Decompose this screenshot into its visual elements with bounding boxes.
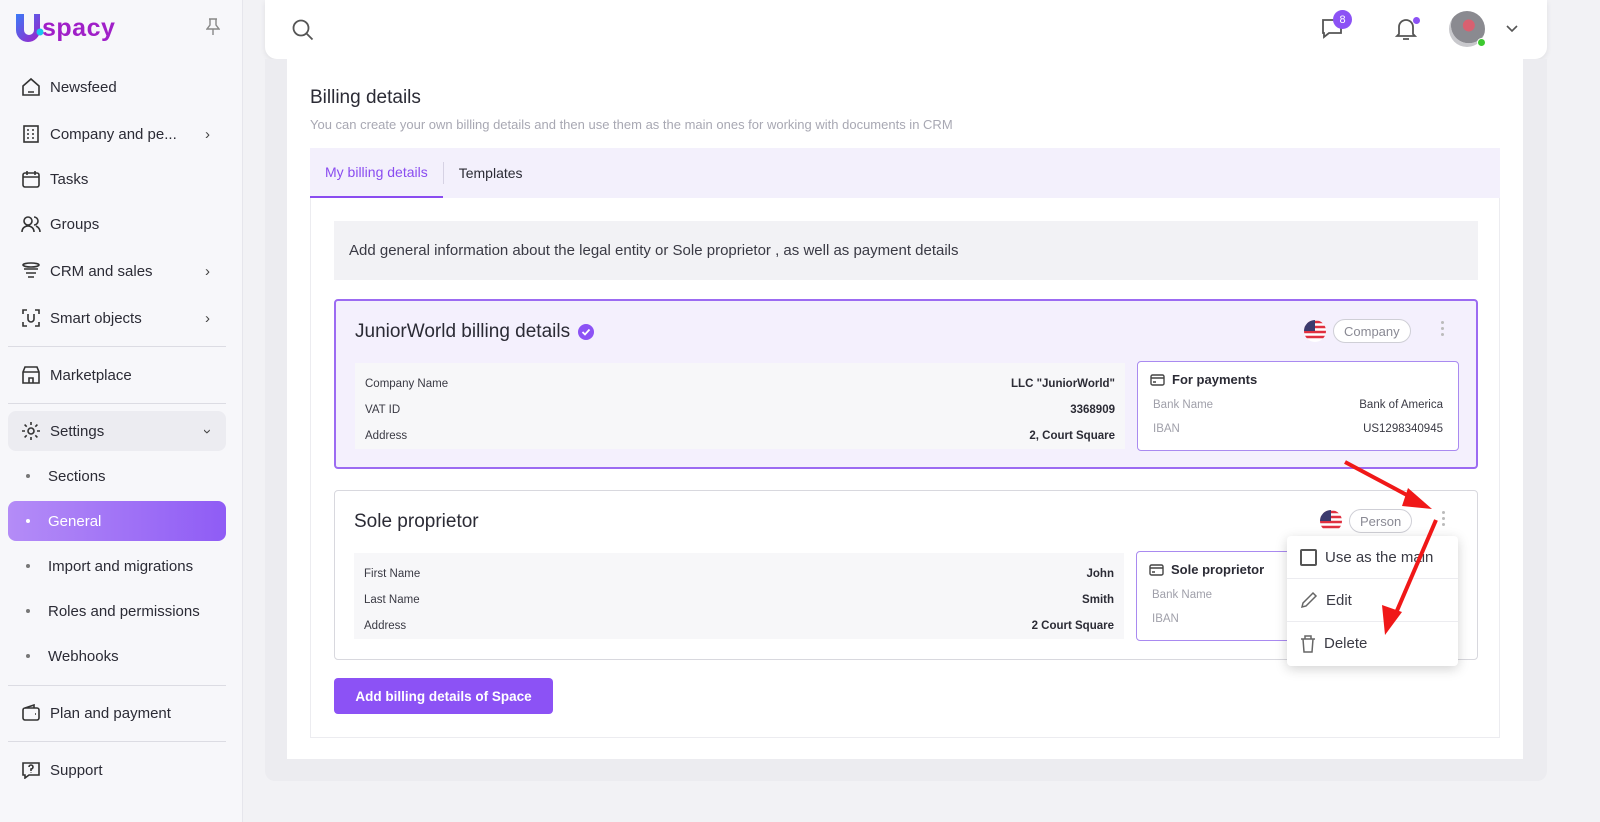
- card-icon: [1149, 563, 1164, 576]
- sidebar-item-settings[interactable]: Settings ›: [8, 411, 226, 451]
- card-icon: [1150, 373, 1165, 386]
- chevron-right-icon: ›: [205, 309, 210, 327]
- type-badge: Company: [1333, 319, 1411, 343]
- search-icon[interactable]: [292, 19, 314, 46]
- help-icon: [20, 759, 42, 781]
- notification-dot: [1413, 17, 1420, 24]
- sidebar-item-tasks[interactable]: Tasks: [8, 159, 226, 199]
- messages-badge: 8: [1333, 10, 1352, 29]
- chevron-down-icon[interactable]: [1506, 20, 1518, 36]
- verified-icon: [578, 324, 595, 340]
- sidebar-subitem-general[interactable]: General: [8, 501, 226, 541]
- trash-icon: [1301, 634, 1315, 653]
- billing-fields: First Name John Last Name Smith Address 2 C…: [354, 553, 1124, 639]
- more-options-icon[interactable]: [1439, 321, 1445, 336]
- chevron-down-icon: ›: [199, 428, 216, 434]
- checkbox-icon[interactable]: [1300, 548, 1317, 566]
- billing-fields: Company Name LLC "JuniorWorld" VAT ID 3368…: [355, 363, 1125, 449]
- card-title: Sole proprietor: [354, 511, 479, 532]
- page-subtitle: You can create your own billing details …: [310, 117, 953, 132]
- sidebar-item-support[interactable]: Support: [8, 750, 226, 790]
- context-menu: Use as the main Edit Delete: [1287, 536, 1458, 666]
- pencil-icon: [1300, 591, 1318, 609]
- divider: [8, 685, 226, 686]
- building-icon: [20, 123, 42, 145]
- sidebar-subitem-import[interactable]: Import and migrations: [8, 546, 226, 586]
- home-icon: [20, 76, 42, 98]
- tab-my-billing-details[interactable]: My billing details: [310, 148, 443, 198]
- menu-item-delete[interactable]: Delete: [1287, 622, 1458, 665]
- divider: [8, 403, 226, 404]
- main-area: Billing details You can create your own …: [265, 59, 1547, 781]
- wallet-icon: [20, 702, 42, 724]
- smart-object-icon: [20, 307, 42, 329]
- sidebar-item-marketplace[interactable]: Marketplace: [8, 355, 226, 395]
- logo[interactable]: spacy: [14, 12, 115, 44]
- type-badge: Person: [1349, 509, 1413, 533]
- divider: [8, 346, 226, 347]
- add-billing-details-button[interactable]: Add billing details of Space: [334, 678, 553, 714]
- card-title: JuniorWorld billing details: [355, 321, 571, 342]
- pin-icon[interactable]: [205, 18, 221, 41]
- us-flag-icon: [1304, 320, 1326, 342]
- billing-card-juniorworld: JuniorWorld billing details Company Comp…: [334, 299, 1478, 469]
- sidebar-item-crm[interactable]: CRM and sales ›: [8, 251, 226, 291]
- funnel-icon: [20, 260, 42, 282]
- chevron-right-icon: ›: [205, 262, 210, 280]
- menu-item-edit[interactable]: Edit: [1287, 579, 1458, 622]
- sidebar-subitem-roles[interactable]: Roles and permissions: [8, 591, 226, 631]
- page-title: Billing details: [310, 87, 421, 108]
- sidebar-item-groups[interactable]: Groups: [8, 204, 226, 244]
- users-icon: [20, 213, 42, 235]
- bell-icon: [1394, 19, 1418, 40]
- top-bar: 8: [265, 0, 1547, 59]
- info-banner: Add general information about the legal …: [334, 221, 1478, 280]
- calendar-icon: [20, 168, 42, 190]
- more-options-icon[interactable]: [1440, 511, 1446, 526]
- sidebar-subitem-webhooks[interactable]: Webhooks: [8, 636, 226, 676]
- divider: [8, 741, 226, 742]
- menu-item-use-as-main[interactable]: Use as the main: [1287, 536, 1458, 579]
- sidebar-item-plan[interactable]: Plan and payment: [8, 693, 226, 733]
- sidebar-item-company[interactable]: Company and pe... ›: [8, 114, 226, 154]
- sidebar-item-newsfeed[interactable]: Newsfeed: [8, 67, 226, 107]
- sidebar-subitem-sections[interactable]: Sections: [8, 456, 226, 496]
- notifications-button[interactable]: [1394, 17, 1420, 46]
- store-icon: [20, 364, 42, 386]
- sidebar: spacy Newsfeed Company and pe... › Tasks …: [0, 0, 243, 822]
- online-status-dot: [1477, 38, 1486, 47]
- payment-box: For payments Bank Name Bank of America IB…: [1137, 361, 1459, 451]
- gear-icon: [20, 420, 42, 442]
- messages-button[interactable]: 8: [1321, 10, 1352, 44]
- tabs: My billing details Templates: [310, 148, 1500, 198]
- chevron-right-icon: ›: [205, 125, 210, 143]
- sidebar-item-smart-objects[interactable]: Smart objects ›: [8, 298, 226, 338]
- us-flag-icon: [1320, 510, 1342, 532]
- avatar[interactable]: [1449, 11, 1486, 47]
- logo-icon: [16, 14, 44, 42]
- tab-templates[interactable]: Templates: [458, 165, 523, 181]
